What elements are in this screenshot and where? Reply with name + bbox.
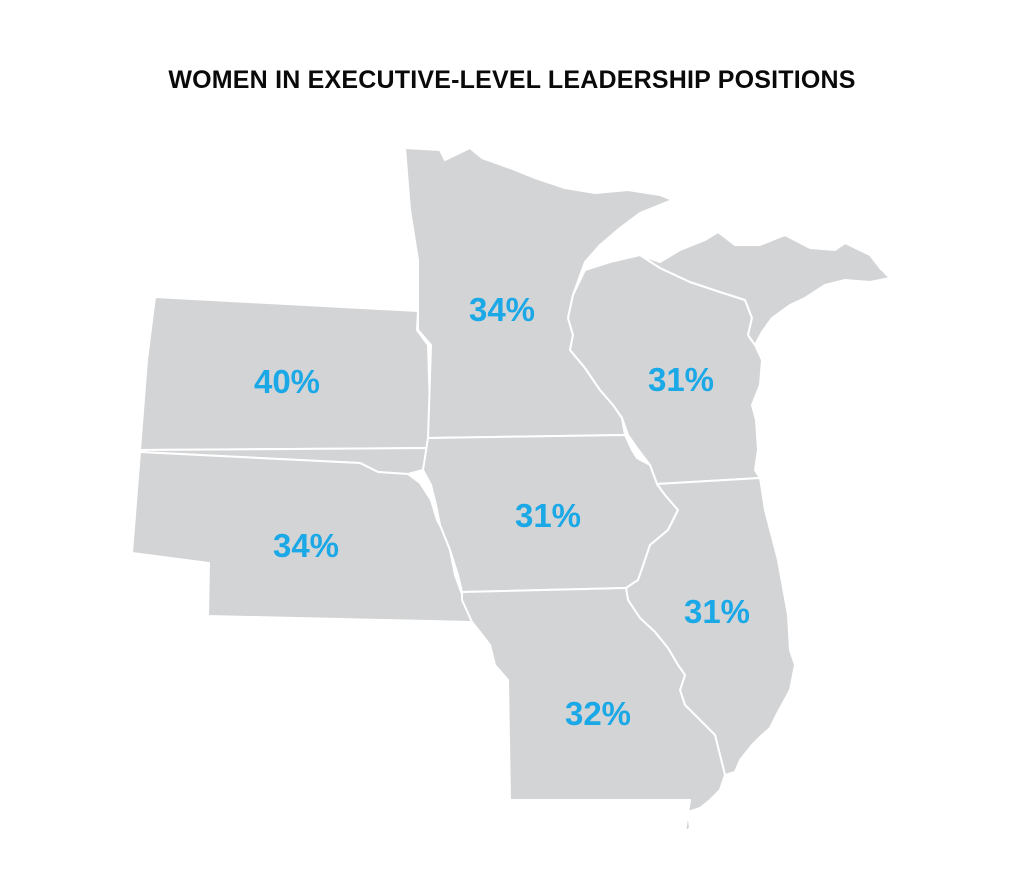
label-north-dakota: 40% <box>254 363 320 400</box>
label-minnesota: 34% <box>469 291 535 328</box>
label-illinois: 31% <box>684 593 750 630</box>
region-value-labels: 40% 34% 34% 31% 31% 31% 32% <box>254 291 750 732</box>
label-iowa: 31% <box>515 497 581 534</box>
state-upper-michigan <box>639 231 891 346</box>
label-wisconsin: 31% <box>648 361 714 398</box>
state-missouri <box>461 587 726 833</box>
map-title: WOMEN IN EXECUTIVE-LEVEL LEADERSHIP POSI… <box>168 66 856 94</box>
state-shapes <box>131 147 891 833</box>
label-south-dakota: 34% <box>273 527 339 564</box>
label-missouri: 32% <box>565 695 631 732</box>
